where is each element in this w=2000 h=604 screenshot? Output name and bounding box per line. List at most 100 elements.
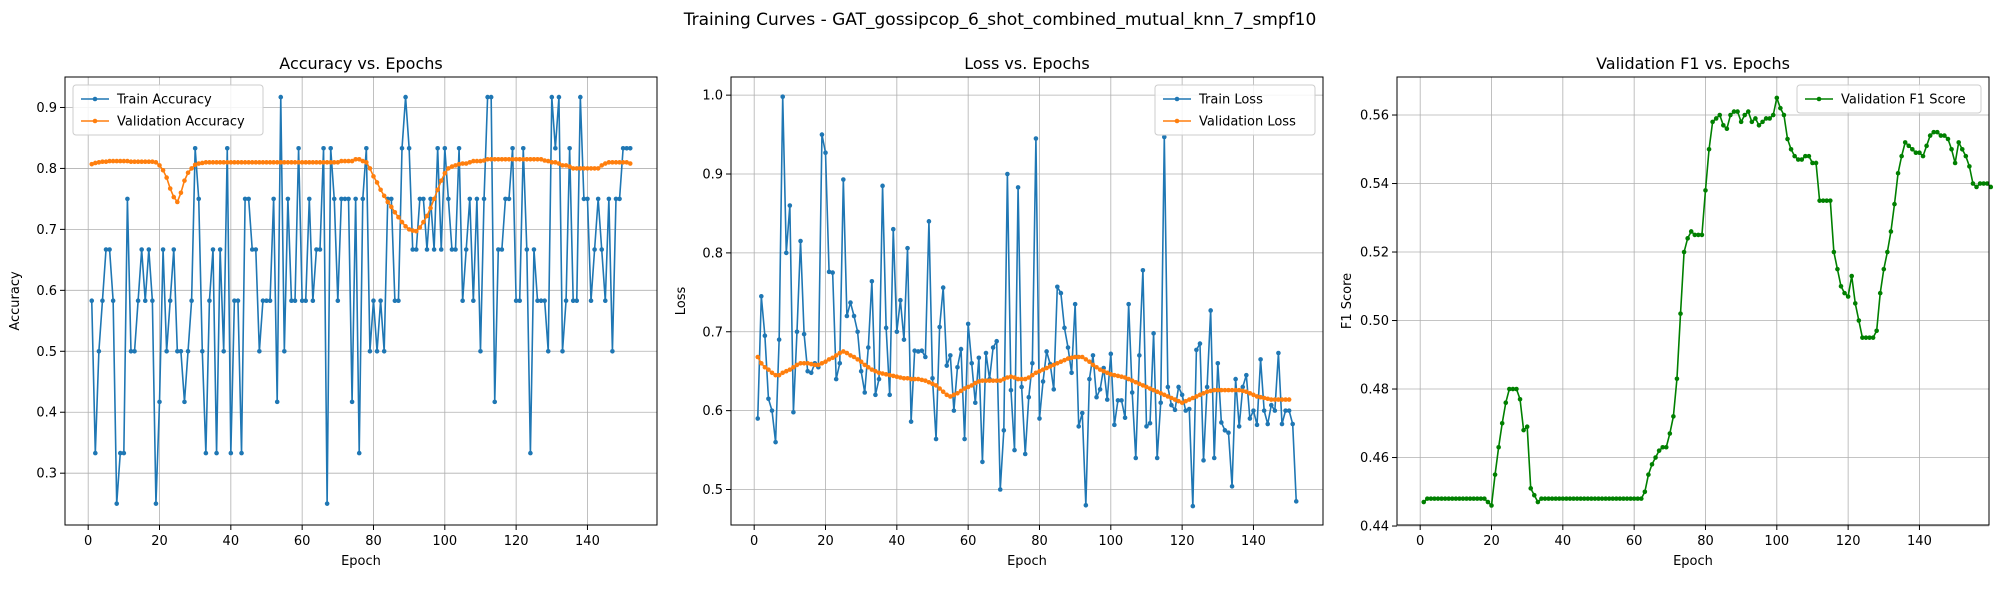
data-point	[317, 160, 323, 165]
data-point	[599, 163, 605, 168]
series-2	[755, 349, 1292, 406]
data-point	[1956, 140, 1961, 145]
data-point	[474, 158, 480, 164]
data-point	[1692, 232, 1698, 238]
data-point	[299, 298, 305, 304]
data-point	[242, 160, 248, 165]
data-point	[890, 373, 896, 379]
data-point	[1222, 387, 1228, 393]
data-point	[125, 158, 130, 164]
data-point	[306, 160, 312, 165]
data-point	[1140, 383, 1146, 388]
data-point	[1211, 387, 1217, 393]
data-point	[1190, 503, 1196, 509]
data-point	[997, 487, 1003, 492]
data-point	[1885, 249, 1890, 255]
data-point	[1272, 408, 1278, 413]
data-point	[1040, 367, 1046, 372]
data-point	[994, 378, 999, 383]
data-point	[1646, 472, 1651, 477]
data-point	[167, 298, 173, 304]
data-point	[617, 196, 622, 202]
series-line	[756, 95, 1298, 507]
data-point	[955, 364, 960, 370]
data-point	[787, 203, 793, 208]
x-tick-label: 120	[504, 534, 529, 549]
data-point	[1910, 146, 1915, 152]
data-point	[221, 348, 226, 354]
y-tick-label: 0.5	[702, 483, 723, 498]
data-point	[805, 368, 810, 374]
y-tick-label: 0.54	[1360, 177, 1389, 192]
data-point	[563, 298, 569, 304]
data-point	[1062, 357, 1067, 363]
x-tick-label: 80	[1031, 534, 1048, 549]
data-point	[1201, 390, 1206, 396]
data-point	[1478, 496, 1484, 501]
data-point	[171, 247, 177, 252]
data-point	[570, 166, 576, 171]
data-point	[1852, 301, 1858, 306]
data-point	[185, 170, 191, 175]
data-point	[1115, 398, 1121, 403]
data-point	[1842, 290, 1847, 296]
data-point	[1813, 160, 1819, 166]
data-point	[1564, 496, 1569, 501]
x-tick-label: 80	[1697, 534, 1714, 549]
data-point	[132, 348, 137, 354]
data-point	[1599, 496, 1605, 501]
data-point	[1290, 421, 1295, 427]
y-tick-label: 0.6	[36, 284, 57, 299]
data-point	[1610, 496, 1616, 501]
data-point	[866, 364, 871, 370]
data-point	[1521, 427, 1526, 433]
data-point	[869, 367, 875, 372]
data-point	[1147, 386, 1153, 391]
data-point	[599, 247, 605, 252]
data-point	[374, 348, 380, 354]
data-point	[520, 146, 526, 151]
y-tick-label: 0.7	[702, 325, 723, 340]
chart-title: Accuracy vs. Epochs	[279, 54, 442, 73]
data-point	[1015, 185, 1021, 190]
data-point	[524, 156, 530, 162]
data-point	[385, 199, 391, 205]
data-point	[1022, 451, 1028, 457]
data-point	[766, 396, 771, 402]
data-point	[528, 156, 533, 162]
data-point	[1279, 421, 1285, 427]
data-point	[1197, 341, 1203, 346]
series-1	[1421, 95, 1994, 508]
data-point	[1942, 133, 1947, 138]
axes-frame	[64, 76, 658, 526]
data-point	[1026, 394, 1032, 400]
data-point	[1265, 421, 1271, 427]
data-point	[496, 156, 501, 162]
data-point	[1112, 372, 1117, 378]
data-point	[1938, 133, 1944, 138]
data-point	[1774, 95, 1780, 101]
data-point	[1272, 397, 1278, 402]
x-tick-label: 100	[432, 534, 457, 549]
data-point	[780, 370, 786, 376]
data-point	[282, 160, 287, 165]
data-point	[1549, 496, 1555, 501]
data-point	[264, 160, 269, 165]
data-point	[606, 160, 612, 165]
data-point	[410, 228, 416, 233]
data-point	[467, 160, 473, 165]
data-point	[926, 219, 932, 224]
data-point	[1592, 496, 1598, 501]
data-point	[114, 158, 120, 164]
data-point	[794, 362, 800, 368]
data-point	[1083, 502, 1089, 508]
data-point	[321, 160, 326, 165]
data-point	[535, 156, 540, 162]
data-point	[1589, 496, 1594, 501]
data-point	[1165, 394, 1171, 399]
data-point	[1268, 402, 1274, 408]
data-point	[1442, 496, 1448, 501]
x-tick-label: 60	[294, 534, 311, 549]
data-point	[855, 357, 860, 362]
data-point	[381, 348, 387, 354]
